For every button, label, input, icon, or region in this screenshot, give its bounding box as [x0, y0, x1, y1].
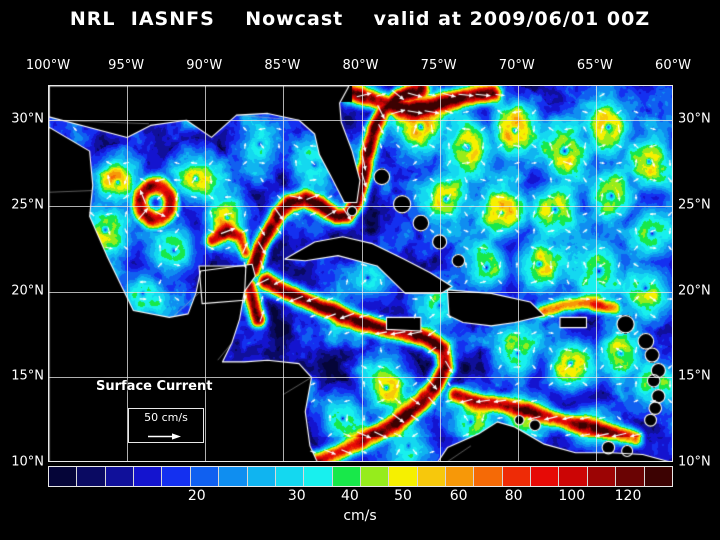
colorbar-cell [247, 467, 276, 486]
lat-tick-label: 15°N [678, 368, 711, 384]
lon-tick-label: 70°W [498, 58, 535, 73]
colorbar-tick-label: 20 [187, 488, 206, 504]
colorbar-unit-label: cm/s [343, 508, 377, 524]
colorbar-cell [190, 467, 220, 486]
colorbar-cell [389, 467, 418, 486]
colorbar-tick-label: 40 [340, 488, 359, 504]
vector-scale-legend: 50 cm/s [128, 408, 204, 443]
colorbar-tick-label: 30 [287, 488, 306, 504]
colorbar-tick-label: 50 [394, 488, 412, 504]
lat-tick-label: 15°N [11, 368, 44, 384]
gridline-meridian [439, 86, 441, 461]
right-arrow-icon [148, 433, 181, 440]
colorbar-cell [446, 467, 475, 486]
colorbar-cell [531, 467, 560, 486]
colorbar-cell [134, 467, 163, 486]
surface-current-field [49, 86, 672, 461]
colorbar-cell [587, 467, 617, 486]
colorbar-cell [105, 467, 135, 486]
lat-tick-label: 10°N [678, 454, 711, 470]
lat-tick-label: 20°N [678, 283, 711, 299]
lon-tick-label: 80°W [342, 58, 379, 73]
colorbar-tick-label: 100 [558, 488, 586, 504]
colorbar-cell [304, 467, 333, 486]
page-title: NRL IASNFS Nowcast valid at 2009/06/01 0… [69, 8, 651, 30]
colorbar-cell [502, 467, 532, 486]
lat-tick-label: 10°N [11, 454, 44, 470]
gridline-meridian [361, 86, 363, 461]
colorbar-cell [49, 467, 78, 486]
lon-tick-label: 100°W [25, 58, 71, 73]
lon-tick-label: 60°W [655, 58, 691, 73]
colorbar-cell [275, 467, 305, 486]
colorbar-cell [219, 467, 248, 486]
gridline-parallel [49, 377, 672, 379]
lon-tick-label: 95°W [108, 58, 145, 73]
colorbar-tick-label: 80 [504, 488, 523, 504]
gridline-meridian [595, 86, 597, 461]
lon-tick-label: 90°W [186, 58, 223, 73]
lat-tick-label: 25°N [11, 197, 44, 213]
gridline-parallel [49, 205, 672, 207]
surface-current-label: Surface Current [96, 379, 213, 394]
lat-tick-label: 30°N [678, 111, 711, 127]
colorbar-cell [332, 467, 361, 486]
gridline-meridian [283, 86, 285, 461]
colorbar-cell [417, 467, 447, 486]
gridline-parallel [49, 120, 672, 122]
current-speed-map[interactable] [48, 85, 673, 462]
colorbar-cell [77, 467, 106, 486]
colorbar-tick-label: 120 [614, 488, 642, 504]
lat-tick-label: 30°N [11, 111, 44, 127]
lat-tick-label: 25°N [678, 197, 711, 213]
lon-tick-label: 65°W [576, 58, 613, 73]
colorbar-cell [616, 467, 645, 486]
gridline-meridian [127, 86, 129, 461]
gridline-meridian [205, 86, 207, 461]
colorbar[interactable] [48, 466, 673, 487]
colorbar-cell [360, 467, 390, 486]
colorbar-cell [162, 467, 191, 486]
colorbar-cell [559, 467, 588, 486]
lat-tick-label: 20°N [11, 283, 44, 299]
gridline-meridian [517, 86, 519, 461]
gridline-parallel [49, 291, 672, 293]
vector-scale-value: 50 cm/s [144, 411, 188, 424]
lon-tick-label: 85°W [264, 58, 301, 73]
colorbar-tick-label: 60 [449, 488, 468, 504]
colorbar-cell [644, 467, 672, 486]
lon-tick-label: 75°W [420, 58, 457, 73]
colorbar-cell [474, 467, 503, 486]
